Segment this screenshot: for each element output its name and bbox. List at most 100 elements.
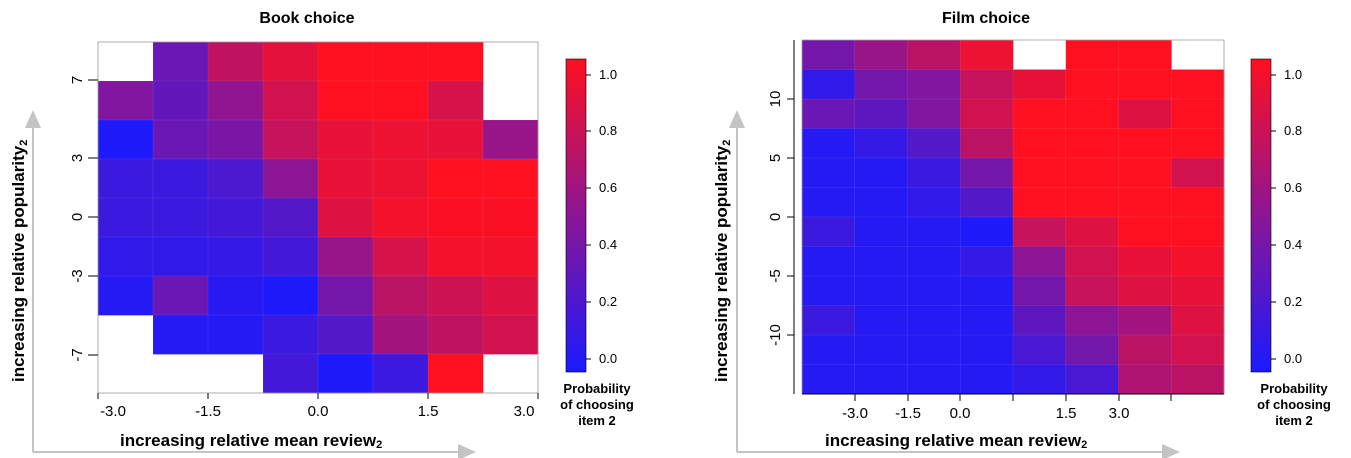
heatmap-cell: [372, 80, 429, 121]
heatmap-cell: [482, 275, 539, 316]
heatmap-cell: [207, 314, 264, 355]
heatmap-cell: [1012, 128, 1067, 159]
heatmap-cell: [854, 246, 909, 277]
book-chart: Book choice -3.0 -1.5 0.0 1.5 3.0 7 3 0: [9, 10, 634, 458]
heatmap-cell: [317, 353, 374, 394]
heatmap-cell: [959, 334, 1014, 366]
heatmap-cell: [427, 314, 484, 355]
heatmap-cell: [1170, 69, 1225, 100]
x-axis-label: increasing relative mean review2: [120, 431, 382, 451]
heatmap-cell: [262, 119, 319, 160]
heatmap-cell: [317, 80, 374, 121]
heatmap-cell: [97, 236, 154, 277]
heatmap-cell: [1065, 275, 1120, 307]
heatmap-cell: [1065, 246, 1120, 277]
colorbar-title: Probability: [563, 381, 631, 396]
x-tick-label: 0.0: [308, 403, 329, 420]
heatmap-cell: [959, 98, 1014, 130]
heatmap-cell: [1170, 128, 1225, 159]
heatmap-cell: [959, 128, 1014, 159]
heatmap-cell: [1012, 364, 1067, 395]
heatmap-cell: [427, 197, 484, 238]
heatmap-cell: [801, 128, 856, 159]
heatmap-cell: [1065, 334, 1120, 366]
heatmap-cell: [1065, 305, 1120, 336]
y-tick-label: 7: [69, 76, 86, 84]
colorbar-tick: 0.2: [1284, 294, 1302, 309]
heatmap-cell: [207, 275, 264, 316]
heatmap-cell: [1012, 157, 1067, 189]
heatmap-cell: [1118, 305, 1172, 336]
colorbar-tick: 0.4: [1284, 237, 1302, 252]
heatmap-cell: [262, 197, 319, 238]
heatmap-cell: [1118, 187, 1172, 218]
x-tick-label: 0.0: [950, 405, 971, 422]
heatmap-cell: [959, 305, 1014, 336]
heatmap-cell: [262, 275, 319, 316]
heatmap-cell: [482, 197, 539, 238]
heatmap-cell: [152, 275, 209, 316]
heatmap-cell: [1065, 187, 1120, 218]
heatmap-cell: [854, 275, 909, 307]
colorbar-tick: 0.8: [1284, 123, 1302, 138]
heatmap-cell: [1012, 216, 1067, 248]
heatmap-cell: [959, 187, 1014, 218]
heatmap-cell: [1065, 69, 1120, 100]
heatmap-cell: [317, 158, 374, 199]
colorbar-tick: 0.6: [1284, 180, 1302, 195]
heatmap-cell: [1012, 334, 1067, 366]
heatmap-cell: [801, 246, 856, 277]
heatmap-cell: [1012, 98, 1067, 130]
y-axis: 10 5 0 -5 -10: [767, 40, 795, 394]
heatmap-cell: [1170, 364, 1225, 395]
heatmap-cell: [317, 197, 374, 238]
heatmap-cell: [152, 314, 209, 355]
heatmap-cell: [1012, 69, 1067, 100]
heatmap-cell: [907, 69, 961, 100]
x-tick-label: -1.5: [195, 403, 221, 420]
heatmap-cell: [482, 119, 539, 160]
heatmap-cell: [959, 364, 1014, 395]
heatmap-cell: [907, 187, 961, 218]
heatmap-cell: [907, 98, 961, 130]
heatmap-cell: [97, 197, 154, 238]
heatmap-cell: [854, 157, 909, 189]
heatmap-cell: [1065, 216, 1120, 248]
heatmap-cell: [1170, 275, 1225, 307]
heatmap-cell: [1012, 246, 1067, 277]
colorbar-title: item 2: [1275, 413, 1313, 428]
y-tick-label: -10: [767, 324, 784, 346]
heatmap-cell: [97, 275, 154, 316]
heatmap-cell: [372, 41, 429, 82]
heatmap-cell: [907, 334, 961, 366]
colorbar-tick: 0.6: [599, 180, 617, 195]
heatmap-cell: [207, 158, 264, 199]
heatmap-cell: [207, 236, 264, 277]
heatmap-cell: [801, 275, 856, 307]
heatmap-cell: [854, 98, 909, 130]
heatmap-cell: [317, 275, 374, 316]
heatmap-cell: [152, 80, 209, 121]
heatmap-cell: [1065, 128, 1120, 159]
heatmap-cell: [427, 119, 484, 160]
y-tick-label: -7: [69, 348, 86, 361]
heatmap-cell: [317, 119, 374, 160]
heatmap-cell: [854, 39, 909, 71]
heatmap-cell: [801, 69, 856, 100]
heatmap-cell: [801, 305, 856, 336]
heatmap-cell: [427, 158, 484, 199]
colorbar-tick: 0.0: [1284, 351, 1302, 366]
heatmap-cell: [854, 305, 909, 336]
heatmap-cells: [801, 39, 1225, 395]
heatmap-cell: [262, 236, 319, 277]
heatmap-cell: [1065, 98, 1120, 130]
heatmap-cell: [907, 246, 961, 277]
y-tick-label: 0: [69, 213, 86, 221]
heatmap-cell: [1118, 275, 1172, 307]
heatmap-cell: [854, 69, 909, 100]
chart-title: Film choice: [942, 10, 1030, 27]
heatmap-cell: [854, 187, 909, 218]
heatmap-cell: [959, 39, 1014, 71]
x-tick-label: -3.0: [842, 405, 868, 422]
